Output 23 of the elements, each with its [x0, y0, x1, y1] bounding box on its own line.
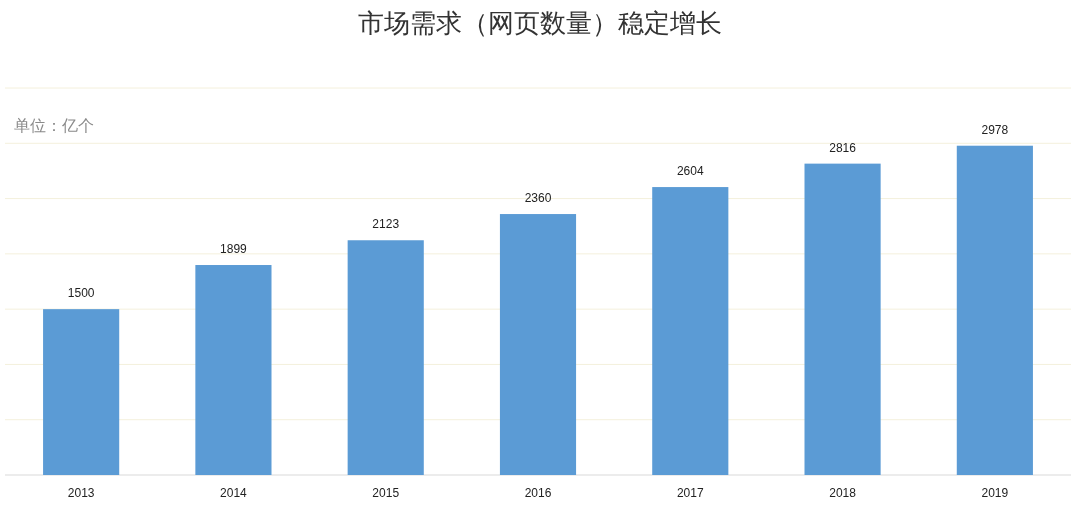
bar — [956, 145, 1033, 475]
x-tick-label: 2014 — [220, 486, 248, 500]
y-axis-title: 单位：亿个 — [14, 117, 94, 134]
bar — [43, 309, 120, 475]
data-label: 2360 — [524, 191, 552, 206]
chart-title: 市场需求（网页数量）稳定增长 — [358, 8, 722, 38]
x-tick-label: 2018 — [829, 486, 857, 500]
bar — [804, 163, 881, 475]
data-label: 1500 — [67, 286, 95, 301]
x-tick-label: 2017 — [676, 486, 704, 500]
x-tick-label: 2015 — [372, 486, 400, 500]
data-label: 1899 — [220, 242, 248, 257]
x-tick-label: 2013 — [67, 486, 95, 500]
data-label: 2604 — [676, 164, 704, 179]
data-label: 2123 — [372, 217, 400, 232]
x-tick-label: 2019 — [981, 486, 1009, 500]
bar — [347, 240, 424, 475]
data-label: 2816 — [829, 140, 857, 155]
bar — [652, 187, 729, 475]
x-tick-label: 2016 — [524, 486, 552, 500]
bar — [499, 214, 577, 475]
data-label: 2978 — [981, 122, 1009, 137]
bar — [195, 265, 272, 475]
